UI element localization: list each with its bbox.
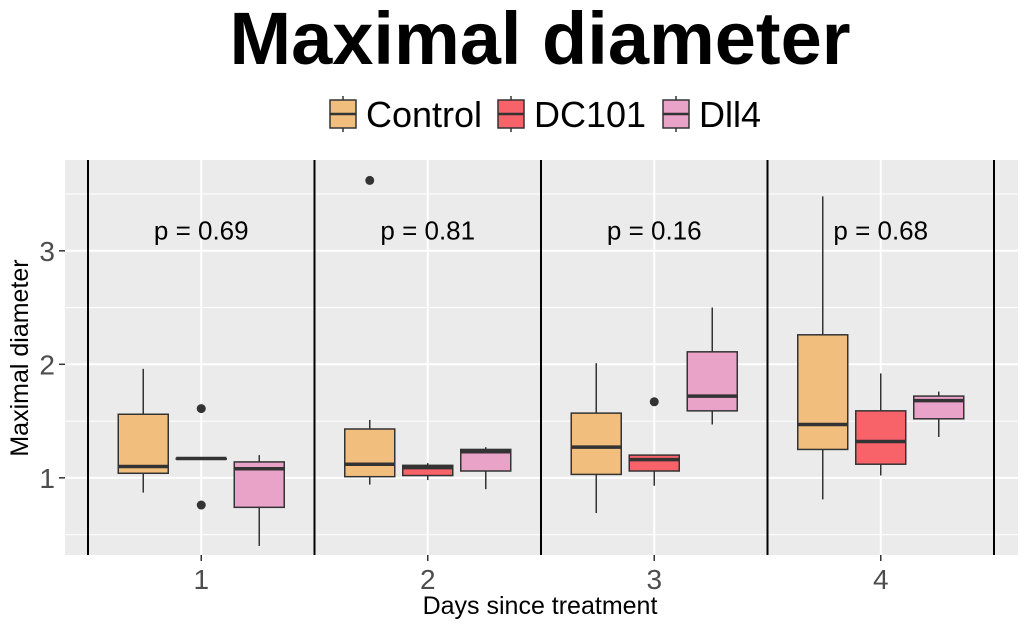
box-body [797, 334, 849, 451]
x-tick-label: 4 [873, 564, 889, 595]
legend-label: DC101 [534, 94, 646, 135]
box-dc101-day-1 [175, 404, 227, 510]
x-tick-label: 3 [646, 564, 662, 595]
outlier-point [196, 500, 206, 510]
box-dll4-day-1 [233, 455, 285, 546]
box-body [402, 464, 454, 477]
box-dc101-day-3 [628, 397, 680, 486]
outlier-point [196, 404, 206, 414]
box-dll4-day-4 [913, 391, 965, 437]
y-axis-title: Maximal diameter [6, 259, 34, 456]
legend-item-control: Control [329, 94, 482, 135]
outlier-point [649, 397, 659, 407]
x-axis-title: Days since treatment [423, 592, 658, 620]
box-dll4-day-3 [686, 307, 738, 425]
box-control-day-3 [570, 363, 622, 514]
legend: Control DC101 Dll4 [329, 94, 761, 135]
p-value-annotations: p = 0.69 p = 0.81 p = 0.16 p = 0.68 [154, 215, 928, 245]
legend-label: Control [366, 94, 482, 135]
legend-item-dc101: DC101 [497, 94, 646, 135]
box-dc101-day-2 [402, 463, 454, 481]
box-body [855, 410, 907, 465]
box-control-day-1 [117, 368, 169, 493]
box-body [570, 412, 622, 476]
facet-separators [87, 160, 995, 555]
outlier-point [365, 175, 375, 185]
x-axis: 1 2 3 4 [193, 555, 889, 595]
boxes [117, 175, 965, 546]
box-body [686, 351, 738, 412]
box-dll4-day-2 [460, 447, 512, 490]
p-value-label: p = 0.16 [607, 215, 702, 245]
x-tick-label: 1 [193, 564, 209, 595]
x-tick-label: 2 [420, 564, 436, 595]
box-body [628, 454, 680, 472]
p-value-label: p = 0.81 [380, 215, 475, 245]
p-value-label: p = 0.68 [833, 215, 928, 245]
box-dc101-day-4 [855, 373, 907, 476]
chart-title: Maximal diameter [229, 0, 850, 80]
box-control-day-4 [797, 196, 849, 500]
box-control-day-2 [344, 175, 396, 485]
y-axis: 1 2 3 [39, 236, 65, 494]
y-tick-label: 1 [39, 463, 55, 494]
legend-label: Dll4 [699, 94, 761, 135]
box-body [117, 413, 169, 475]
y-tick-label: 3 [39, 236, 55, 267]
box-body [460, 448, 512, 472]
box-body [344, 428, 396, 478]
p-value-label: p = 0.69 [154, 215, 249, 245]
legend-item-dll4: Dll4 [662, 94, 761, 135]
y-tick-label: 2 [39, 349, 55, 380]
